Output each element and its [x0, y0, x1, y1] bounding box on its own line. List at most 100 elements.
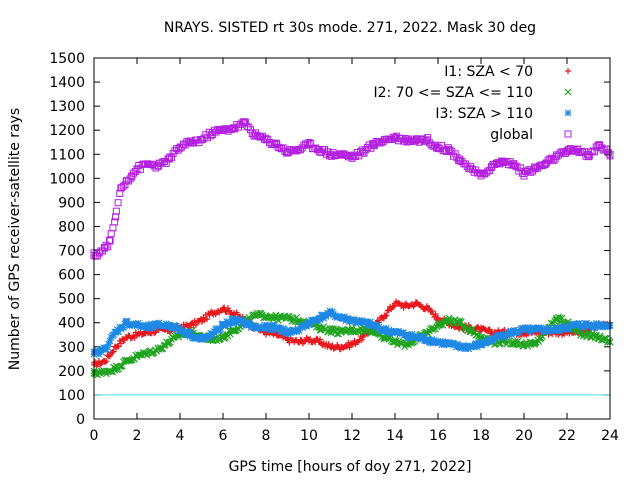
data-point: [588, 320, 595, 328]
data-point: [206, 334, 213, 342]
data-point: [241, 119, 248, 127]
data-point: [112, 365, 119, 372]
data-point: [402, 302, 409, 309]
data-point: [294, 145, 302, 153]
data-point: [387, 327, 395, 335]
data-point: [358, 337, 365, 344]
data-point: [219, 321, 227, 329]
data-point: [499, 331, 506, 339]
data-point: [585, 153, 592, 161]
data-point: [363, 318, 371, 326]
data-point: [262, 312, 270, 319]
data-point: [557, 324, 565, 332]
data-point: [392, 300, 398, 307]
data-point: [107, 368, 115, 376]
data-point: [332, 325, 340, 333]
data-point: [187, 331, 195, 339]
data-point: [273, 324, 281, 331]
data-point: [451, 150, 459, 158]
data-point: [359, 319, 367, 327]
data-point: [122, 357, 130, 365]
data-point: [460, 342, 468, 349]
data-point: [165, 321, 173, 329]
y-tick-label: 1300: [49, 99, 85, 115]
data-point: [591, 323, 599, 331]
data-point: [344, 315, 352, 323]
data-point: [327, 326, 334, 334]
data-point: [176, 326, 184, 334]
data-point: [445, 340, 453, 348]
data-point: [428, 307, 435, 314]
data-point: [509, 338, 517, 346]
x-tick-label: 22: [558, 428, 576, 444]
data-point: [133, 321, 141, 329]
data-point: [370, 321, 377, 329]
legend-marker: [564, 130, 572, 138]
data-point: [402, 331, 410, 339]
y-tick-label: 0: [76, 412, 85, 428]
x-tick-label: 4: [176, 428, 185, 444]
data-point: [456, 155, 463, 163]
data-point: [472, 339, 480, 347]
data-point: [176, 143, 184, 151]
plot-frame: [93, 57, 611, 420]
data-point: [552, 314, 560, 322]
y-tick-label: 1400: [49, 75, 85, 91]
data-point: [230, 124, 238, 132]
data-point: [520, 340, 528, 348]
data-point: [430, 336, 438, 344]
data-point: [251, 131, 259, 139]
data-point: [381, 312, 388, 319]
data-point: [354, 319, 362, 327]
data-point: [413, 333, 420, 341]
data-point: [134, 331, 140, 338]
data-point: [391, 328, 399, 336]
data-point: [284, 330, 292, 338]
data-point: [112, 207, 120, 215]
data-point: [306, 336, 312, 343]
data-point: [342, 342, 349, 349]
data-point: [95, 249, 103, 257]
data-point: [294, 326, 302, 334]
data-point: [112, 328, 119, 336]
data-point: [327, 150, 334, 158]
data-point: [424, 305, 431, 312]
data-point: [262, 324, 270, 331]
data-point: [112, 213, 119, 221]
data-point: [152, 329, 159, 336]
data-point: [305, 141, 313, 149]
data-point: [251, 312, 259, 319]
data-point: [161, 322, 169, 330]
data-point: [434, 321, 442, 329]
data-point: [150, 324, 158, 332]
data-point: [155, 321, 162, 329]
data-point: [488, 162, 496, 170]
data-point: [226, 320, 234, 327]
data-point: [585, 321, 592, 329]
data-point: [402, 340, 410, 348]
data-point: [273, 141, 281, 149]
data-point: [97, 348, 105, 356]
data-point: [488, 336, 496, 344]
x-tick-label: 20: [515, 428, 533, 444]
data-point: [391, 338, 399, 346]
data-point: [284, 314, 291, 322]
y-tick-label: 1100: [49, 147, 85, 163]
data-point: [316, 324, 324, 331]
x-axis-label: GPS time [hours of doy 271, 2022]: [229, 459, 472, 475]
data-point: [509, 160, 517, 168]
y-tick-label: 1500: [49, 51, 85, 67]
data-point: [112, 343, 119, 350]
data-point: [155, 162, 162, 170]
y-tick-label: 300: [58, 340, 85, 356]
data-point: [208, 331, 216, 339]
data-point: [348, 316, 356, 324]
data-point: [380, 136, 388, 144]
data-point: [520, 170, 528, 178]
data-point: [167, 154, 175, 162]
data-point: [122, 177, 130, 185]
data-point: [457, 318, 465, 326]
data-point: [349, 341, 355, 348]
data-point: [348, 153, 356, 161]
